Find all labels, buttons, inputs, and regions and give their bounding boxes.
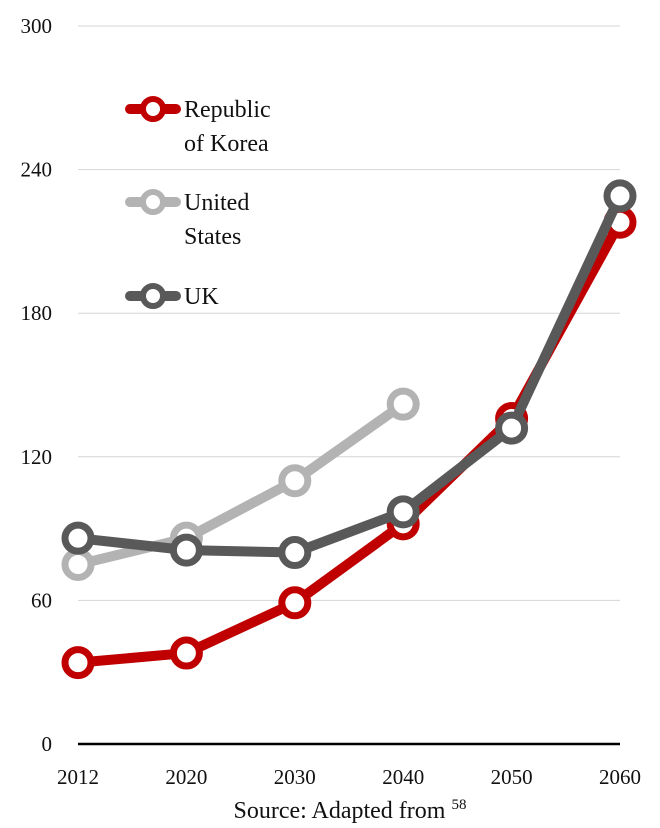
y-tick-label: 240 <box>21 158 53 182</box>
data-point <box>61 548 95 581</box>
data-point <box>603 179 637 213</box>
source-note: Source: Adapted from 58 <box>234 797 467 824</box>
legend-item: United States <box>125 189 249 250</box>
data-point <box>278 536 312 570</box>
legend-swatch-marker <box>140 283 166 309</box>
legend-label: States <box>184 224 241 250</box>
y-tick-label: 300 <box>21 14 53 38</box>
data-point <box>61 521 95 555</box>
x-tick-label: 2020 <box>165 765 207 789</box>
legend-item: UK <box>125 283 219 310</box>
y-axis-ticks: 0 60 120 180 240 300 <box>21 14 53 756</box>
source-reference: 58 <box>451 797 466 813</box>
legend-label: Republic <box>184 97 271 123</box>
x-tick-label: 2012 <box>57 765 99 789</box>
legend-swatch-marker <box>140 96 166 122</box>
legend-label: UK <box>184 284 219 310</box>
legend: Republic of Korea United States UK <box>125 96 271 310</box>
x-tick-label: 2050 <box>491 765 533 789</box>
data-point <box>169 533 203 567</box>
series-uk <box>61 179 637 570</box>
y-tick-label: 120 <box>21 445 53 469</box>
legend-item: Republic of Korea <box>125 96 271 157</box>
series-line <box>73 399 409 570</box>
legend-label: United <box>184 190 249 216</box>
x-tick-label: 2030 <box>274 765 316 789</box>
y-tick-label: 0 <box>42 732 53 756</box>
y-tick-label: 180 <box>21 301 53 325</box>
series-line <box>73 190 625 558</box>
y-tick-label: 60 <box>31 588 52 612</box>
data-point <box>278 464 312 498</box>
gridlines <box>78 25 620 601</box>
data-point <box>61 646 95 680</box>
data-point <box>278 586 312 620</box>
series-lines <box>61 179 637 680</box>
data-point <box>495 411 529 445</box>
source-label: Source: Adapted from <box>234 798 452 824</box>
legend-swatch-marker <box>140 189 166 215</box>
data-point <box>386 495 420 529</box>
x-axis-ticks: 2012 2020 2030 2040 2050 2060 <box>57 765 641 789</box>
legend-label: of Korea <box>184 131 269 157</box>
x-tick-label: 2040 <box>382 765 424 789</box>
data-point <box>169 636 203 670</box>
data-point <box>386 387 420 421</box>
x-tick-label: 2060 <box>599 765 641 789</box>
